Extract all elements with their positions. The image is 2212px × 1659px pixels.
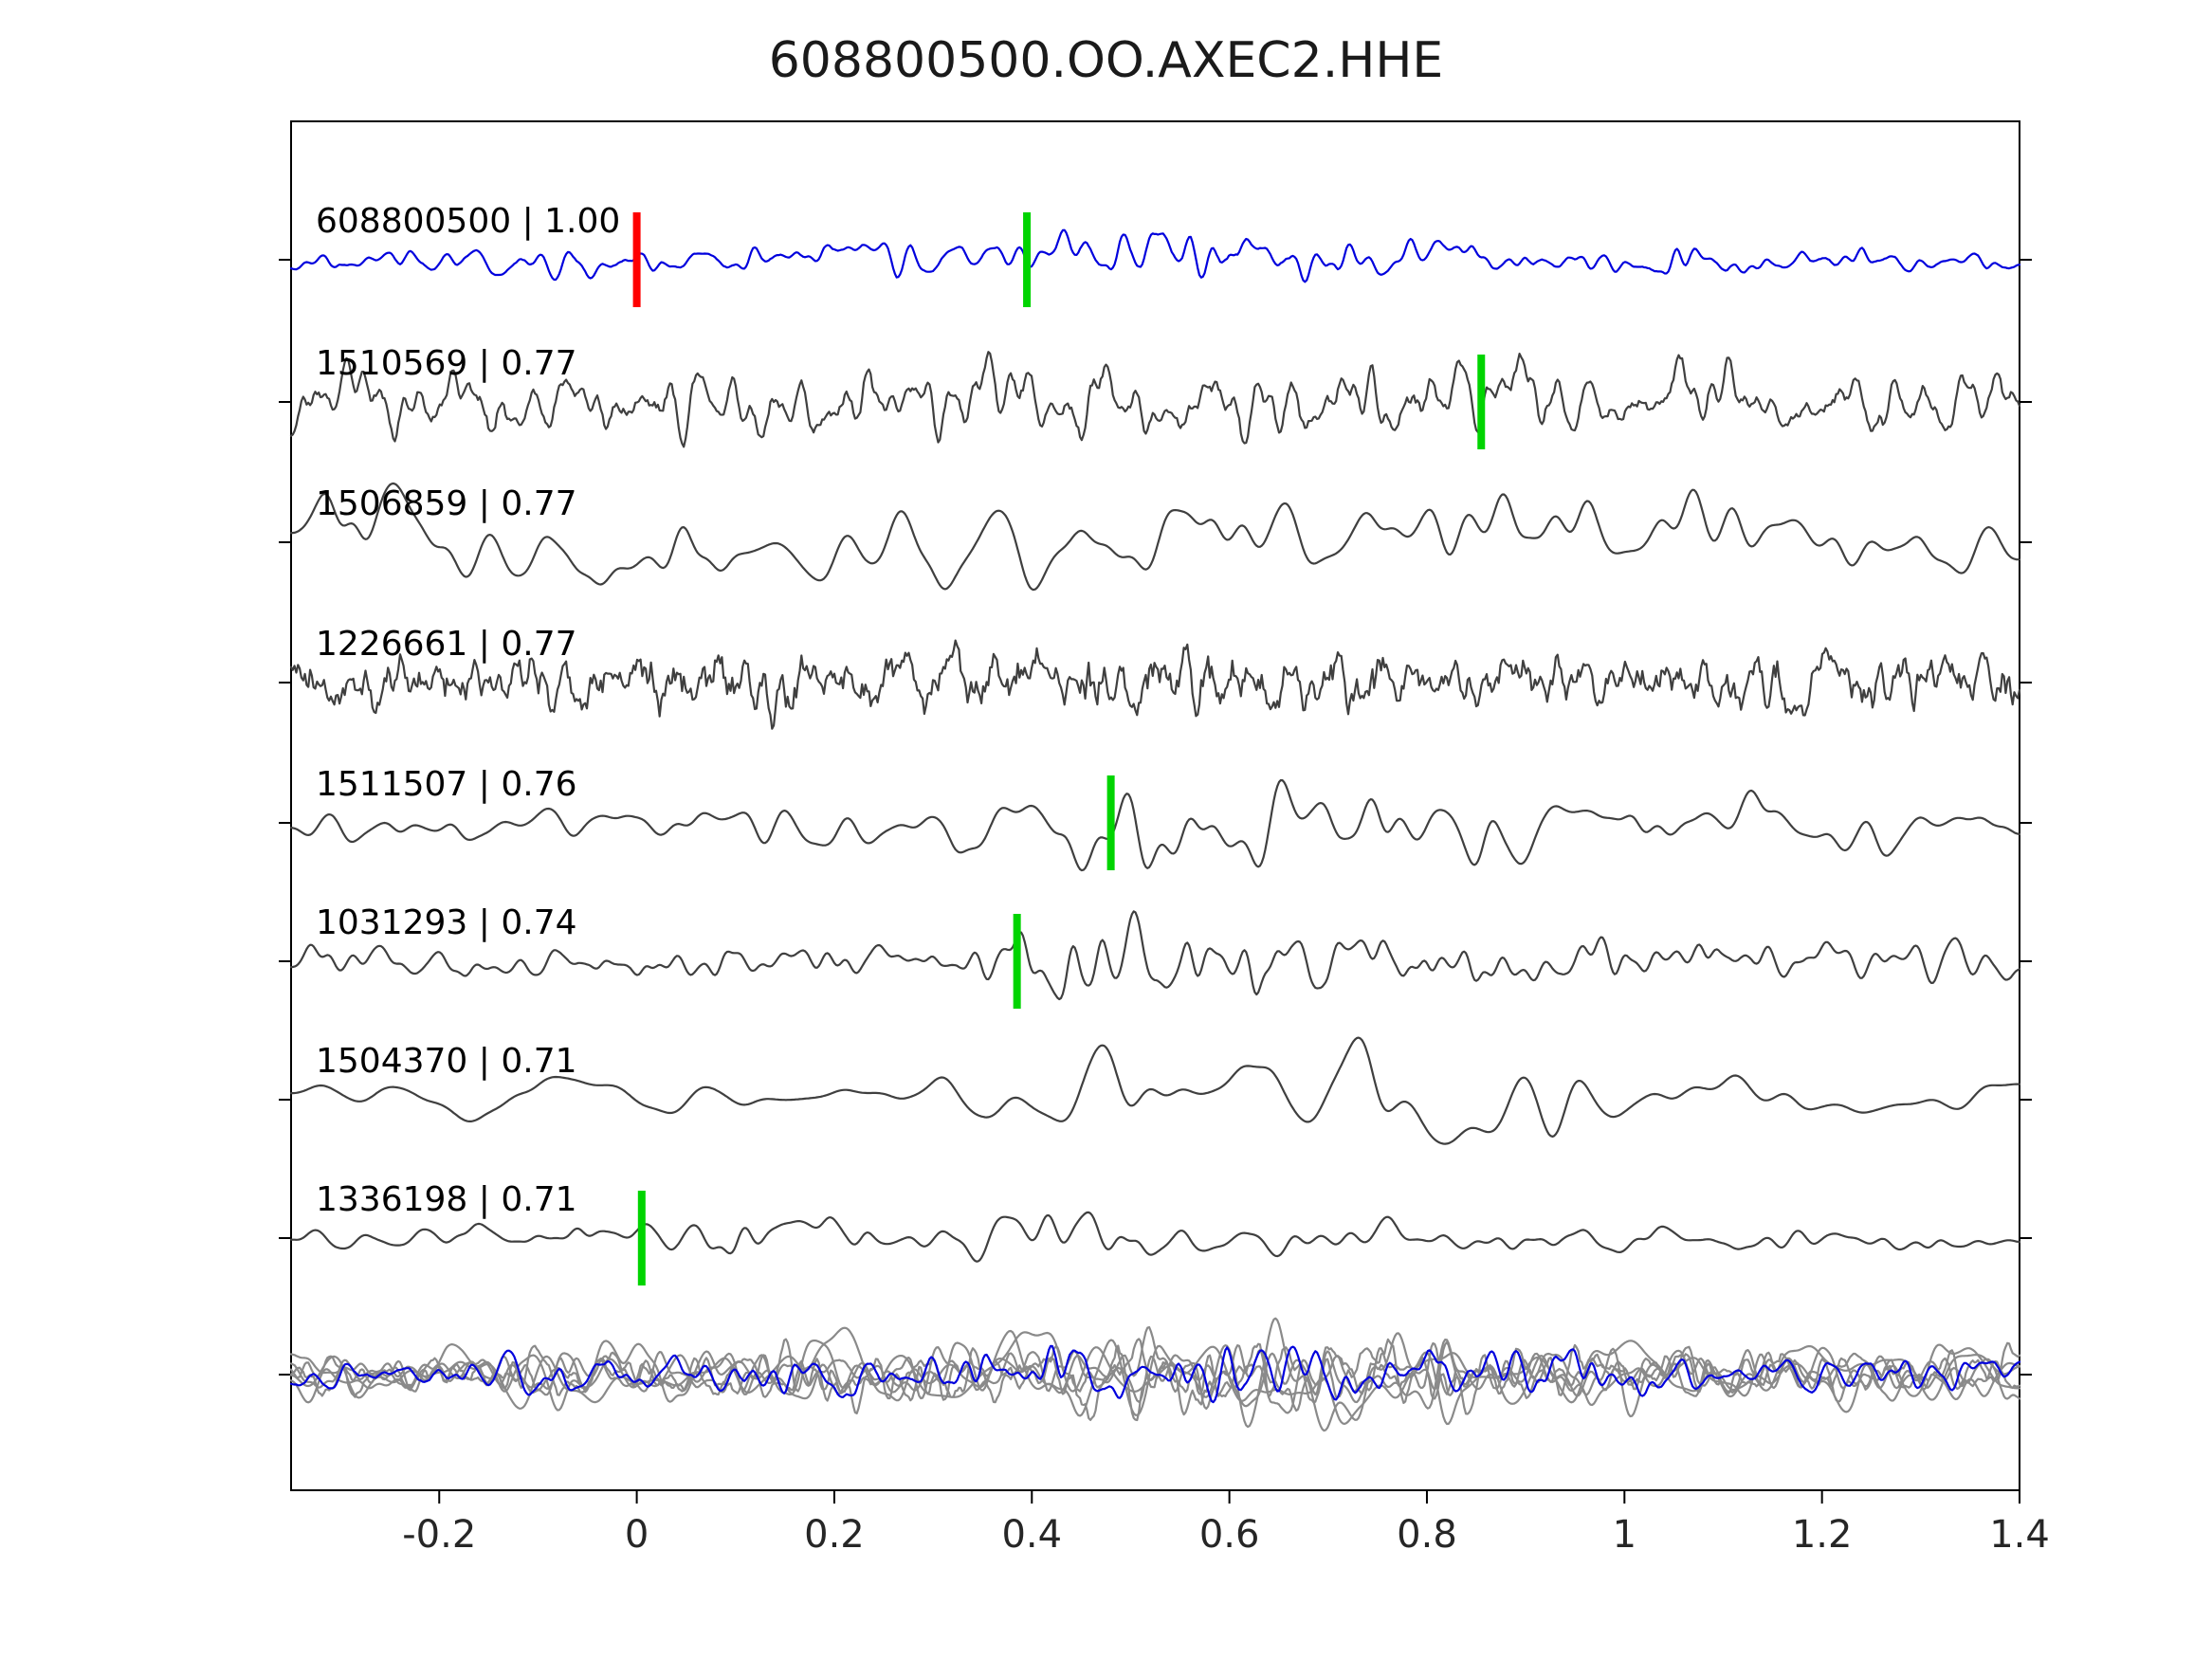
trace-label-template: 608800500 | 1.00 [316,202,621,241]
waveform-trace [289,228,2021,283]
trace-label-1504370: 1504370 | 0.71 [316,1042,577,1081]
plot-border [290,120,2020,1491]
x-tick-label: 0.8 [1397,1513,1457,1557]
trace-label-1031293: 1031293 | 0.74 [316,903,577,942]
x-tick-label: 0 [624,1513,649,1557]
x-tick-label: -0.2 [402,1513,477,1557]
chart-title: 608800500.OO.AXEC2.HHE [768,32,1444,89]
trace-label-1226661: 1226661 | 0.77 [316,625,577,664]
waveform-trace [289,1344,2021,1404]
x-tick-label: 1.4 [1989,1513,2050,1557]
waveform-trace [289,1325,2021,1414]
x-tick-label: 0.2 [804,1513,865,1557]
waveform-trace [289,910,2021,1001]
waveform-trace [289,1338,2021,1410]
waveform-trace [289,1326,2021,1426]
trace-label-1506859: 1506859 | 0.77 [316,484,577,523]
trace-label-1510569: 1510569 | 0.77 [316,344,577,383]
waveform-trace [289,778,2021,872]
x-tick-label: 1 [1612,1513,1637,1557]
waveform-trace [289,351,2021,448]
x-tick-label: 1.2 [1791,1513,1853,1557]
waveform-trace [289,482,2021,592]
waveform-trace [289,1211,2021,1263]
x-tick-label: 0.6 [1198,1513,1260,1557]
trace-label-1511507: 1511507 | 0.76 [316,765,577,804]
waveform-trace [289,1338,2021,1415]
waveform-trace [289,639,2021,730]
trace-label-1336198: 1336198 | 0.71 [316,1180,577,1219]
waveform-trace [289,1036,2021,1145]
x-tick-label: 0.4 [1001,1513,1063,1557]
